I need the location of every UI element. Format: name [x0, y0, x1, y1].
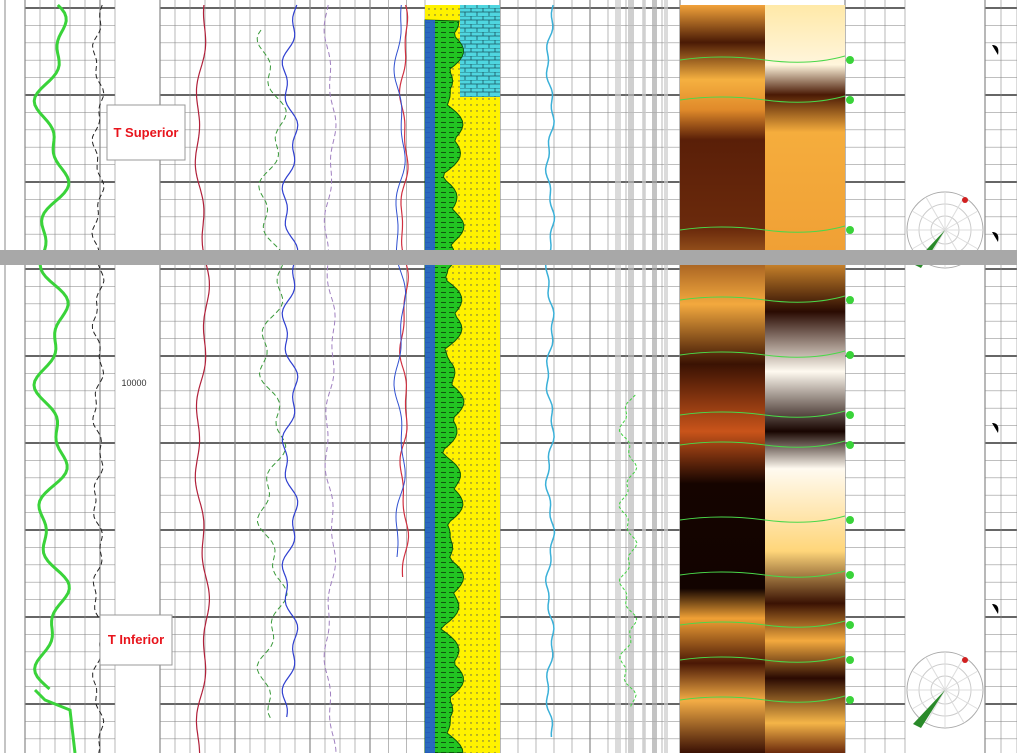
- dip-dot: [846, 696, 854, 704]
- rose-spoke: [911, 670, 946, 691]
- density: [281, 4, 299, 718]
- grid: [4, 0, 1017, 753]
- dip-dot: [846, 226, 854, 234]
- dip-dot: [846, 621, 854, 629]
- bed-boundary: [679, 440, 846, 448]
- shade: [664, 0, 668, 753]
- shallow-res: [393, 4, 407, 558]
- rose-spoke: [925, 656, 946, 691]
- gamma-ray: [32, 3, 71, 691]
- event-marker: [992, 45, 999, 55]
- resistivity: [194, 4, 211, 753]
- dip-dot: [846, 351, 854, 359]
- marker-label: T Inferior: [108, 632, 164, 647]
- rose-spoke: [944, 196, 965, 231]
- rose-spoke: [925, 196, 946, 231]
- rose-spoke: [944, 656, 965, 691]
- rose-spoke: [911, 229, 946, 250]
- rose-spoke: [911, 210, 946, 231]
- shade: [628, 0, 634, 753]
- event-marker: [992, 604, 999, 614]
- shade: [642, 0, 646, 753]
- rose-spoke: [944, 229, 979, 250]
- dip-dot: [846, 516, 854, 524]
- dip-dot: [846, 656, 854, 664]
- dip-dot: [846, 96, 854, 104]
- rose-spoke: [911, 689, 946, 710]
- event-marker: [992, 232, 999, 242]
- bed-boundary: [679, 225, 846, 233]
- shade: [615, 0, 621, 753]
- overlay: [679, 45, 999, 729]
- dip-dot: [846, 441, 854, 449]
- shade: [652, 0, 657, 753]
- bed-boundary: [679, 515, 846, 523]
- bed-boundary: [679, 620, 846, 628]
- lithology-limestone: [460, 5, 500, 97]
- dip-dot: [846, 56, 854, 64]
- sonic: [323, 4, 337, 753]
- rose-spoke: [944, 689, 965, 724]
- bed-boundary: [679, 55, 846, 63]
- image-track-dynamic: [765, 5, 845, 753]
- bed-boundary: [679, 695, 846, 703]
- dip-dot: [846, 571, 854, 579]
- rose-spoke: [944, 670, 979, 691]
- curves: [32, 3, 808, 753]
- dip-dot: [846, 411, 854, 419]
- marker-box: [106, 104, 186, 161]
- bed-boundary: [679, 570, 846, 578]
- marker-box: [99, 614, 173, 666]
- porosity: [544, 4, 556, 738]
- depth-gap-bar: [0, 250, 1017, 265]
- gamma-ray: [33, 688, 77, 753]
- bed-boundary: [679, 655, 846, 663]
- event-marker: [992, 423, 999, 433]
- rose-petal: [913, 690, 945, 728]
- image-track-static: [680, 5, 765, 753]
- neutron: [256, 29, 288, 719]
- deep-res: [398, 4, 410, 578]
- depth-box: [118, 375, 150, 391]
- rose-spoke: [925, 689, 946, 724]
- permeability: [618, 394, 638, 708]
- rose-spoke: [944, 689, 979, 710]
- lithology-coal: [425, 20, 435, 753]
- dip-pole: [962, 657, 968, 663]
- bed-boundary: [679, 350, 846, 358]
- bed-boundary: [679, 95, 846, 103]
- bed-boundary: [679, 295, 846, 303]
- dip-pole: [962, 197, 968, 203]
- marker-label: T Superior: [113, 125, 178, 140]
- dip-dot: [846, 296, 854, 304]
- rose-spoke: [944, 210, 979, 231]
- bed-boundary: [679, 410, 846, 418]
- depth-label: 10000: [121, 378, 146, 388]
